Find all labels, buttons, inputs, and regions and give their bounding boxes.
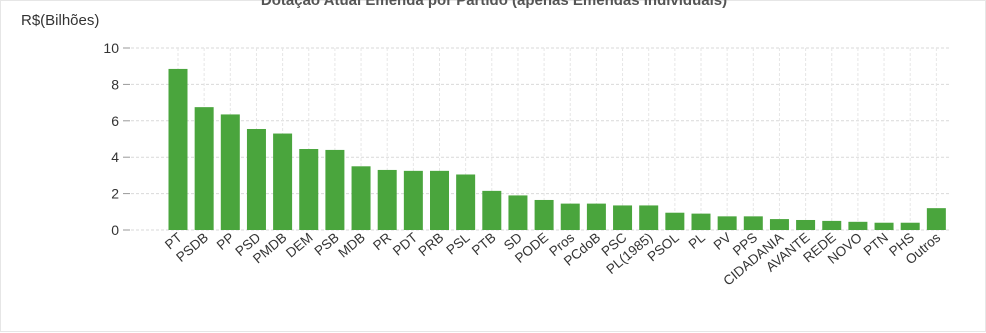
bar-pl-1985-[interactable] [639, 205, 659, 230]
bar-pcdob[interactable] [586, 203, 606, 230]
bar-psl[interactable] [456, 174, 476, 230]
bar-mdb[interactable] [351, 166, 371, 230]
bar-psdb[interactable] [194, 107, 214, 230]
bar-avante[interactable] [796, 219, 816, 230]
bar-phs[interactable] [900, 222, 920, 230]
bar-pl[interactable] [691, 213, 711, 230]
bar-outros[interactable] [926, 208, 946, 230]
x-tick-label: MDB [335, 230, 368, 261]
y-tick-label: 10 [103, 40, 119, 56]
x-tick-label: PTN [861, 230, 891, 259]
bar-rede[interactable] [822, 220, 842, 230]
bar-psd[interactable] [246, 128, 266, 230]
x-tick-label: PRB [416, 230, 447, 259]
chart-title: Dotação Atual Emenda por Partido (apenas… [260, 0, 728, 9]
y-axis-ticks: 0 2 4 6 8 10 [103, 40, 130, 238]
x-tick-label: PR [370, 230, 394, 254]
bar-ptb[interactable] [482, 190, 502, 230]
bar-novo[interactable] [848, 221, 868, 230]
bar-pr[interactable] [377, 169, 397, 230]
bar-pdt[interactable] [403, 170, 423, 230]
y-tick-label: 4 [111, 149, 119, 165]
x-tick-label: PL [686, 229, 709, 251]
bar-pmdb[interactable] [273, 133, 293, 230]
bar-cidadania[interactable] [769, 219, 789, 230]
bar-pps[interactable] [743, 216, 763, 230]
x-tick-label: PSL [443, 230, 473, 258]
bar-prb[interactable] [430, 170, 449, 230]
bar-psb[interactable] [325, 149, 345, 230]
bar-dem[interactable] [299, 149, 319, 230]
x-tick-label: PTB [469, 230, 499, 258]
y-axis-label: R$(Bilhões) [21, 12, 100, 29]
x-tick-label: PSOL [645, 230, 683, 265]
x-tick-label: DEM [283, 230, 316, 261]
bar-psc[interactable] [613, 205, 633, 230]
bar-ptn[interactable] [874, 222, 894, 230]
bar-psol[interactable] [665, 212, 685, 230]
y-tick-label: 0 [111, 222, 119, 238]
y-tick-label: 2 [111, 186, 119, 202]
y-tick-label: 6 [111, 113, 119, 129]
bar-pode[interactable] [534, 199, 554, 230]
bar-pp[interactable] [220, 114, 240, 230]
y-tick-label: 8 [111, 76, 119, 92]
x-tick-label: PDT [390, 230, 420, 259]
bar-pt[interactable] [168, 68, 188, 231]
x-tick-label: PSB [311, 230, 341, 259]
bar-pros[interactable] [560, 203, 580, 230]
bar-pv[interactable] [717, 216, 737, 230]
bars [168, 68, 946, 231]
bar-sd[interactable] [508, 195, 528, 230]
